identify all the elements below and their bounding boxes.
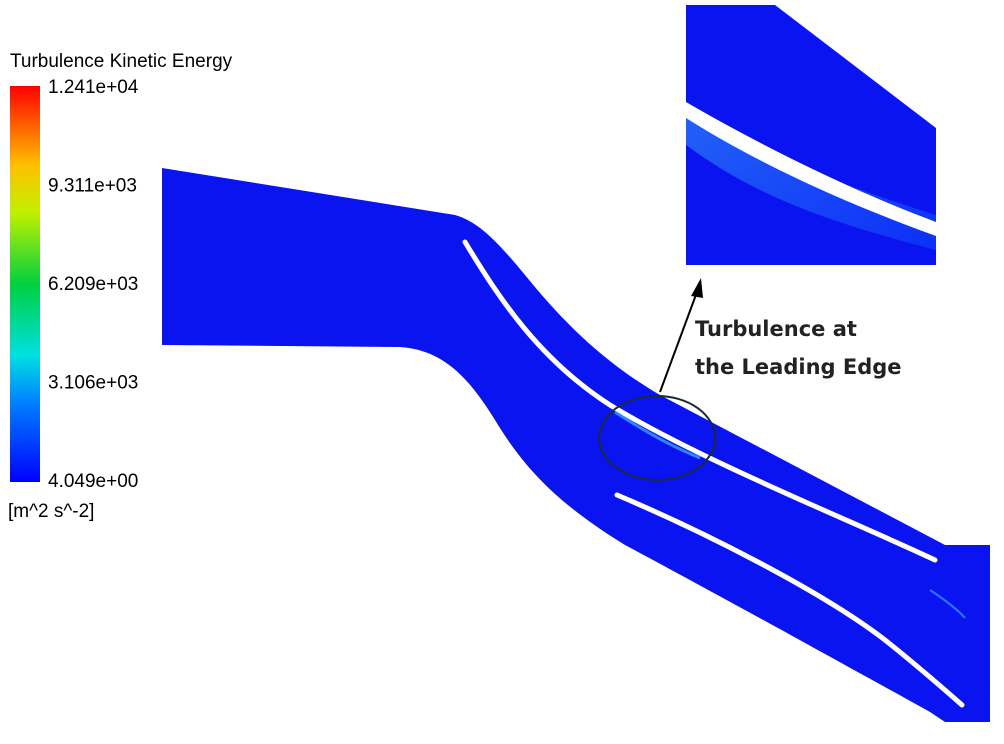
highlight-ellipse (598, 395, 716, 481)
annotation-line: the Leading Edge (695, 355, 902, 379)
blade (462, 239, 938, 563)
legend-tick-label: 4.049e+00 (48, 471, 138, 492)
blade-wake (929, 589, 966, 619)
legend-tick-label: 9.311e+03 (48, 176, 137, 197)
color-bar (10, 86, 40, 482)
inset (686, 5, 936, 265)
legend-title: Turbulence Kinetic Energy (10, 51, 233, 72)
arrow (659, 291, 698, 393)
flow-domain (162, 168, 990, 722)
legend-tick-label: 1.241e+04 (48, 77, 139, 98)
legend-unit: [m^2 s^-2] (8, 501, 94, 522)
annotation-line: Turbulence at (695, 317, 857, 341)
legend-tick-label: 3.106e+03 (48, 373, 138, 394)
blade-wake (614, 410, 701, 460)
legend-tick-label: 6.209e+03 (48, 274, 138, 295)
blade (614, 492, 965, 708)
arrow-head (691, 278, 703, 298)
